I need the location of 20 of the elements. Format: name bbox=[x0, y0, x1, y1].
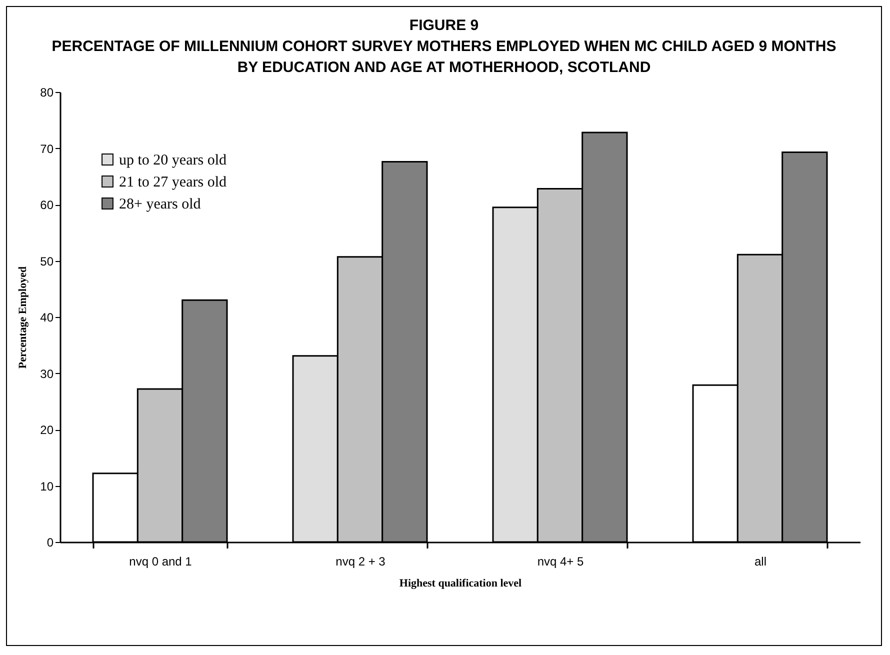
x-tick-label: all bbox=[754, 554, 767, 568]
x-tick-label: nvq 4+ 5 bbox=[537, 554, 584, 568]
y-axis-title: Percentage Employed bbox=[17, 266, 30, 369]
x-tick-label: nvq 2 + 3 bbox=[336, 554, 386, 568]
y-tick-label: 10 bbox=[40, 479, 54, 494]
y-tick-label: 30 bbox=[40, 366, 54, 381]
y-tick-label: 60 bbox=[40, 198, 54, 212]
x-axis-title: Highest qualification level bbox=[399, 578, 522, 590]
legend-label: 28+ years old bbox=[119, 196, 202, 212]
chart-title: FIGURE 9 bbox=[408, 17, 480, 34]
y-tick-label: 0 bbox=[46, 536, 54, 550]
y-tick-label: 70 bbox=[40, 142, 54, 156]
legend-label: 21 to 27 years old bbox=[119, 174, 227, 190]
x-tick-label: nvq 0 and 1 bbox=[129, 554, 192, 568]
y-tick-label: 20 bbox=[40, 423, 54, 437]
y-tick-label: 40 bbox=[40, 310, 54, 324]
chart-subtitle: PERCENTAGE OF MILLENNIUM COHORT SURVEY MOTHERS EMPLOYED WHEN MC CHILD AGED 9 MONTHS BY EDUCATION AND AGE AT MOTHERHOOD, SCOTLAND bbox=[50, 37, 838, 78]
y-tick-label: 80 bbox=[40, 86, 54, 100]
legend-label: up to 20 years old bbox=[119, 152, 227, 168]
y-tick-label: 50 bbox=[40, 254, 54, 268]
